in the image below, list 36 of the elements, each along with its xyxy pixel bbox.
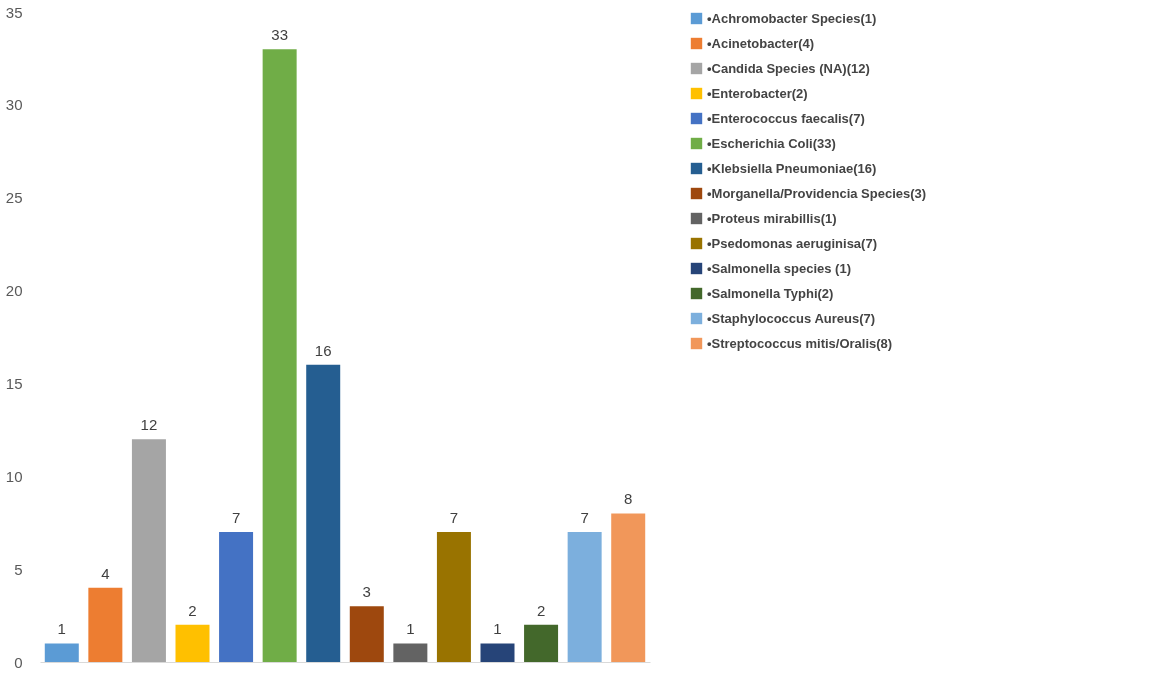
data-label: 7 [231, 509, 241, 526]
legend-label: •Achromobacter Species(1) [707, 10, 877, 26]
legend-label: •Enterococcus faecalis(7) [707, 110, 865, 126]
data-label: 3 [362, 583, 371, 601]
data-label: 7 [580, 509, 589, 526]
legend-label: •Streptococcus mitis/Oralis(8) [707, 335, 893, 351]
data-label: 8 [624, 490, 633, 508]
data-label: 1 [406, 620, 415, 638]
legend-label: •Morganella/Providencia Species(3) [707, 185, 927, 201]
y-tick-label: 15 [5, 374, 23, 392]
data-label: 4 [101, 564, 110, 582]
legend-label: •Proteus mirabillis(1) [707, 210, 837, 226]
data-label: 12 [140, 416, 158, 434]
data-label: 1 [493, 620, 502, 638]
data-label: 2 [536, 601, 546, 619]
y-tick-label: 20 [5, 282, 23, 300]
data-label: 16 [314, 341, 332, 359]
y-tick-label: 0 [14, 653, 23, 671]
data-label: 1 [57, 620, 66, 638]
data-label: 2 [188, 601, 197, 619]
y-tick-label: 10 [5, 467, 23, 485]
data-label: 7 [449, 509, 459, 526]
data-label: 33 [271, 26, 288, 44]
legend-label: •Klebsiella Pneumoniae(16) [707, 160, 877, 176]
legend-label: •Candida Species (NA)(12) [707, 60, 870, 76]
y-tick-label: 35 [5, 3, 23, 21]
legend-label: •Salmonella species (1) [707, 260, 852, 276]
y-tick-label: 30 [5, 96, 23, 114]
y-tick-label: 25 [5, 189, 23, 207]
legend-label: •Acinetobacter(4) [707, 35, 815, 51]
legend-label: •Escherichia Coli(33) [707, 135, 836, 151]
legend-label: •Staphylococcus Aureus(7) [707, 310, 876, 326]
y-tick-label: 5 [14, 560, 23, 578]
legend-label: •Psedomonas aeruginisa(7) [707, 235, 877, 251]
legend-label: •Salmonella Typhi(2) [707, 285, 834, 301]
legend-label: •Enterobacter(2) [707, 85, 808, 101]
